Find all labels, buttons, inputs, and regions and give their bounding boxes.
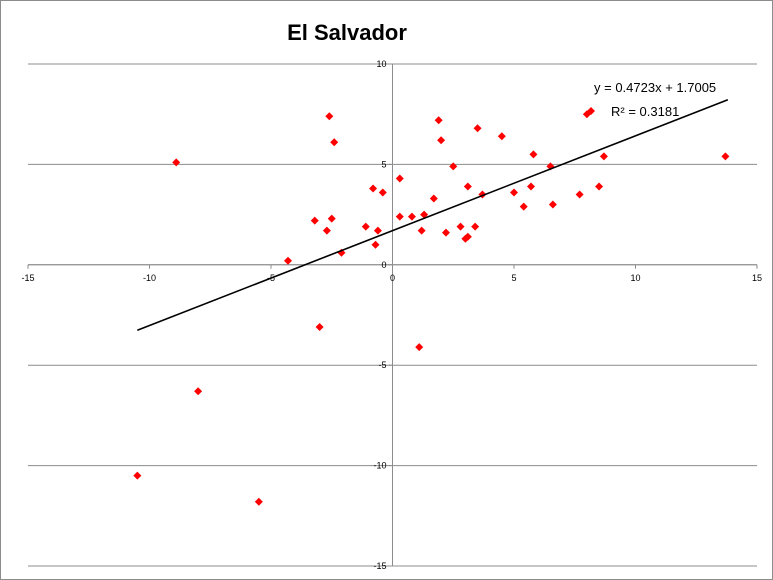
data-point	[254, 497, 263, 506]
chart-title: El Salvador	[287, 20, 407, 45]
trendline-equation: y = 0.4723x + 1.7005	[594, 80, 716, 95]
data-point	[415, 343, 424, 352]
data-point	[529, 150, 538, 159]
data-point	[595, 182, 604, 191]
y-tick-label: 0	[381, 260, 386, 270]
data-point	[441, 228, 450, 237]
data-point	[194, 387, 203, 396]
legend-marker	[587, 107, 595, 115]
data-point	[437, 136, 446, 145]
data-point	[463, 182, 472, 191]
y-tick-label: -5	[378, 360, 386, 370]
data-point	[310, 216, 319, 225]
x-tick-label: 15	[752, 273, 762, 283]
data-point	[417, 226, 426, 235]
data-point	[322, 226, 331, 235]
data-point	[456, 222, 465, 231]
data-point	[510, 188, 518, 197]
data-point	[429, 194, 438, 203]
data-points	[133, 110, 730, 506]
data-point	[373, 226, 382, 235]
trendline-group	[137, 99, 729, 331]
data-point	[497, 132, 506, 141]
data-point	[471, 222, 480, 231]
data-point	[434, 116, 443, 125]
data-point	[548, 200, 557, 209]
data-point	[575, 190, 584, 199]
data-point	[463, 232, 472, 241]
trendline	[137, 99, 729, 331]
data-point	[519, 202, 528, 211]
data-point	[284, 256, 293, 265]
x-tick-label: 5	[511, 273, 516, 283]
x-tick-label: -10	[143, 273, 156, 283]
data-point	[449, 162, 458, 171]
data-point	[315, 323, 324, 332]
data-point	[407, 212, 416, 221]
y-tick-label: -15	[373, 561, 386, 571]
data-point	[172, 158, 181, 167]
data-point	[527, 182, 536, 191]
data-point	[361, 222, 370, 231]
data-point	[473, 124, 482, 133]
x-tick-labels: -15-10-5051015	[21, 273, 762, 283]
data-point	[395, 174, 404, 183]
x-tick-label: -15	[21, 273, 34, 283]
data-point	[327, 214, 336, 223]
x-tick-label: 0	[390, 273, 395, 283]
data-point	[371, 240, 380, 249]
data-point	[420, 210, 429, 219]
data-point	[325, 112, 334, 121]
data-point	[599, 152, 608, 161]
r-squared-label: R² = 0.3181	[611, 104, 679, 119]
x-tick-label: 10	[630, 273, 640, 283]
y-tick-label: -10	[373, 461, 386, 471]
y-tick-labels: 10 5 0 -5 -10 -15	[373, 59, 386, 571]
data-point	[133, 471, 142, 480]
data-point	[330, 138, 339, 147]
data-point	[395, 212, 404, 221]
y-tick-label: 5	[381, 159, 386, 169]
data-point	[721, 152, 730, 161]
axes	[27, 63, 758, 567]
y-tick-label: 10	[376, 59, 386, 69]
data-point	[378, 188, 387, 197]
data-point	[369, 184, 378, 193]
